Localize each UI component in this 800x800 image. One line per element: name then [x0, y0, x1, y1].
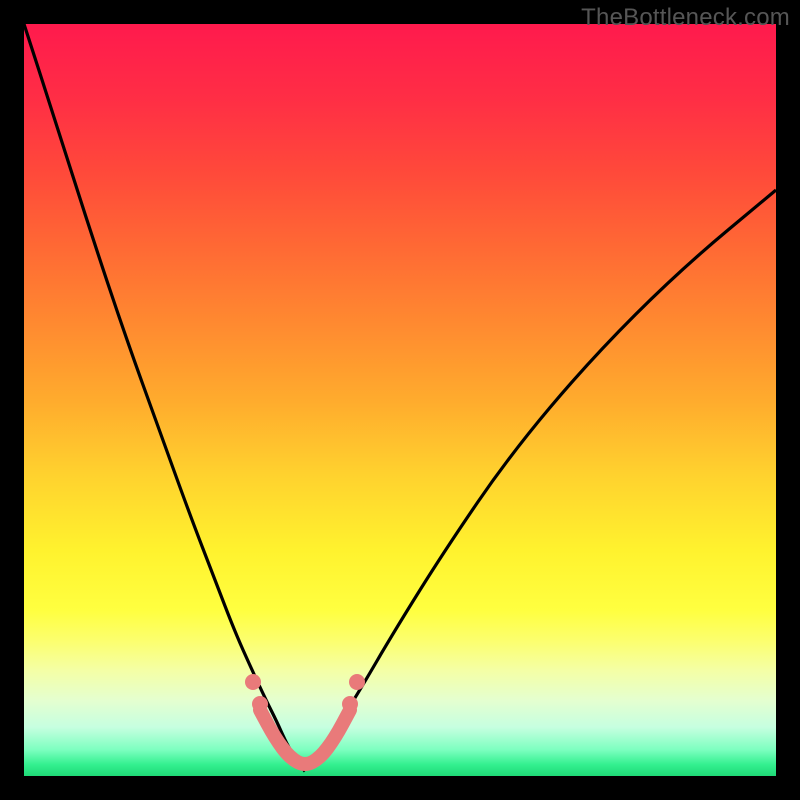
chart-frame: TheBottleneck.com — [0, 0, 800, 800]
valley-dot — [342, 696, 358, 712]
valley-dot — [252, 696, 268, 712]
chart-svg — [0, 0, 800, 800]
valley-dot — [245, 674, 261, 690]
plot-area — [24, 24, 776, 776]
valley-dot — [349, 674, 365, 690]
